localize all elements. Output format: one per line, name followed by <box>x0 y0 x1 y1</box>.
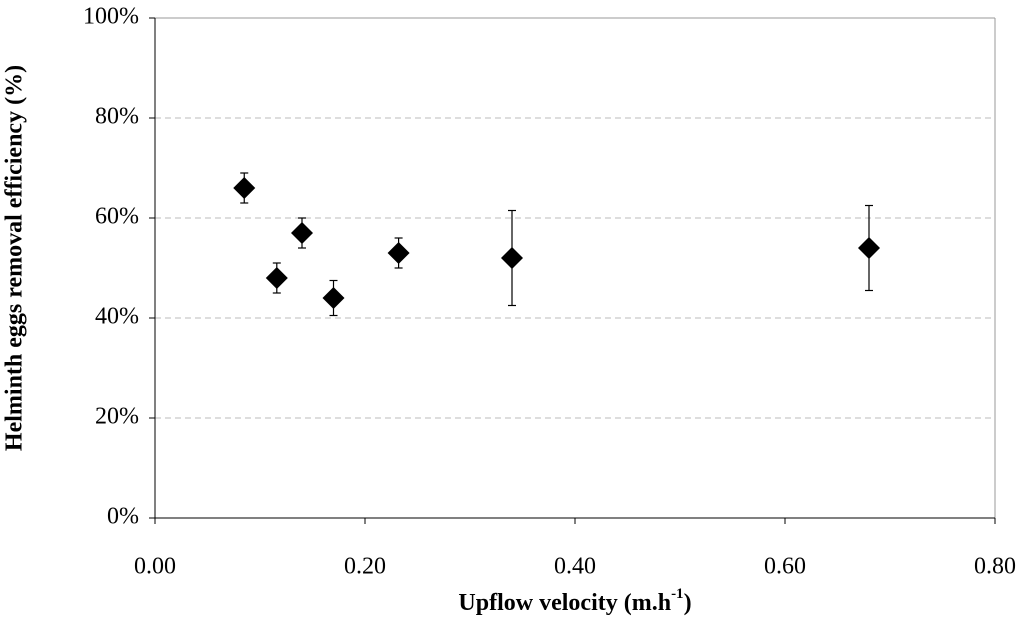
y-tick-label: 0% <box>107 504 139 530</box>
point <box>501 247 523 269</box>
point <box>858 237 880 259</box>
y-tick-label: 100% <box>83 4 139 30</box>
point <box>265 267 288 289</box>
x-axis-title-suffix: ) <box>684 590 692 616</box>
x-tick-label: 0.20 <box>344 554 386 580</box>
x-tick-label: 0.00 <box>134 554 176 580</box>
x-axis-title: Upflow velocity (m.h-1) <box>458 586 691 615</box>
x-tick-label: 0.80 <box>974 554 1016 580</box>
y-tick-label: 20% <box>95 404 139 430</box>
x-axis-title-sup: -1 <box>671 586 684 602</box>
point <box>233 177 256 199</box>
x-tick-label: 0.40 <box>554 554 596 580</box>
y-tick-label: 80% <box>95 104 139 130</box>
point <box>291 222 313 244</box>
point <box>387 242 410 264</box>
y-tick-label: 40% <box>95 304 139 330</box>
y-tick-label: 60% <box>95 204 139 230</box>
point <box>322 287 345 309</box>
y-axis-title: Helminth eggs removal efficiency (%) <box>2 65 28 451</box>
x-axis-title-text: Upflow velocity (m.h <box>458 590 671 616</box>
x-tick-label: 0.60 <box>764 554 806 580</box>
